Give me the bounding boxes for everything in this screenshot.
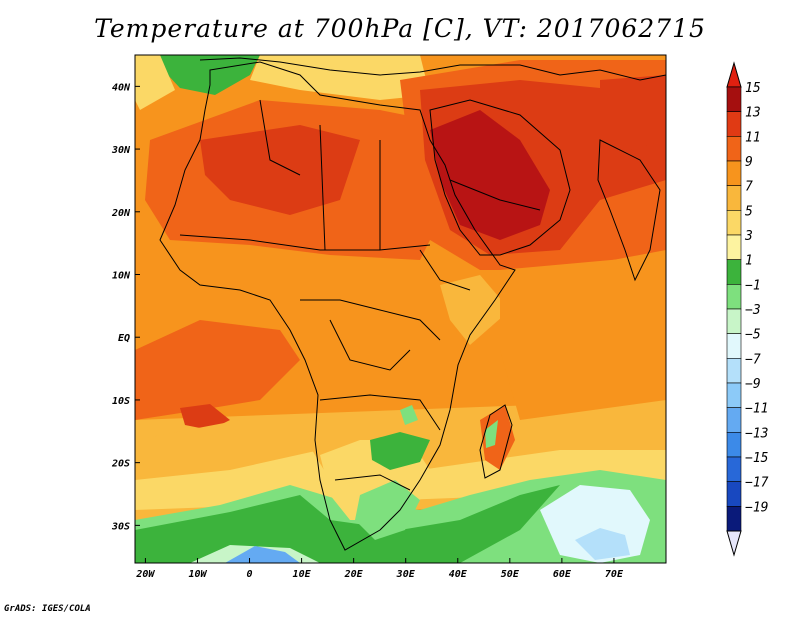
lat-tick-label-3: 10N <box>112 271 131 282</box>
lat-tick-label-1: 30N <box>111 145 131 156</box>
colorbar-label-3: 9 <box>745 155 753 170</box>
border-central <box>300 299 441 341</box>
colorbar-swatch-3 <box>726 160 742 186</box>
arabia-outline <box>429 99 571 256</box>
field-south-africa-green <box>355 480 420 540</box>
border-southern <box>319 394 441 431</box>
colorbar-swatch-0 <box>726 86 742 112</box>
colorbar-swatch-4 <box>726 185 742 211</box>
colorbar-swatch-16 <box>726 481 742 507</box>
axis-ticks: 20W 10W 0 10E 20E 30E 40E 50E 60E 70E 40N 30N 20N 10N… <box>111 82 624 580</box>
colorbar-label-6: 3 <box>744 229 753 244</box>
colorbar-swatch-8 <box>726 284 742 310</box>
field-cold-southwest-core <box>225 546 300 563</box>
field-north-pale <box>135 55 175 110</box>
colorbar-label-15: −15 <box>745 451 769 466</box>
field-east-africa <box>440 275 510 345</box>
colorbar-label-12: −9 <box>745 377 761 392</box>
colorbar-swatch-6 <box>726 234 742 260</box>
lat-tick-label-0: 40N <box>112 82 131 93</box>
field-southern-green-dark <box>135 485 560 563</box>
lat-tick-label-4: EQ <box>118 333 130 344</box>
field-west-band <box>135 320 300 420</box>
colorbar-label-8: −1 <box>745 278 761 293</box>
colorbar-swatch-11 <box>726 358 742 384</box>
field-northeast-hot <box>600 75 666 150</box>
lon-tick-label-2: 0 <box>247 569 253 580</box>
field-arabia-core <box>430 110 550 240</box>
border-south-africa <box>334 474 411 491</box>
colorbar-swatch-14 <box>726 432 742 458</box>
colorbar-swatch-15 <box>726 456 742 482</box>
border-north-africa <box>259 99 301 176</box>
colorbar-label-2: 11 <box>745 130 761 145</box>
temperature-field <box>135 55 666 563</box>
map-title: Temperature at 700hPa [C], VT: 201706271… <box>94 14 706 43</box>
field-south-atlantic <box>135 420 320 480</box>
field-mediterranean-pale <box>250 55 430 100</box>
border-congo <box>329 319 411 371</box>
field-malawi-green <box>400 405 418 425</box>
colorbar-swatch-13 <box>726 407 742 433</box>
madagascar-outline <box>479 404 513 479</box>
colorbar-bottom-arrow <box>726 530 742 557</box>
colorbar-label-11: −7 <box>745 352 761 367</box>
india-outline <box>597 139 661 282</box>
colorbar-label-7: 1 <box>745 254 753 269</box>
field-angola-patch <box>180 404 230 430</box>
field-sahara-hot <box>200 125 360 215</box>
africa-outline <box>159 61 516 551</box>
lon-tick-label-4: 20E <box>344 569 364 580</box>
lon-tick-label-8: 60E <box>553 569 572 580</box>
colorbar-swatch-7 <box>726 259 742 285</box>
lon-tick-label-6: 40E <box>449 569 468 580</box>
field-zimbabwe-green <box>370 432 430 470</box>
colorbar-swatch-2 <box>726 136 742 162</box>
colorbar: 15 13 11 9 7 5 3 1 −1 −3 −5 −7 −9 −11 −13 −15 −17 −19 <box>726 61 769 557</box>
colorbar-label-17: −19 <box>745 500 768 515</box>
lon-tick-label-5: 30E <box>396 569 416 580</box>
colorbar-label-14: −13 <box>745 426 768 441</box>
colorbar-label-1: 13 <box>745 106 761 121</box>
lat-tick-label-6: 20S <box>111 459 130 470</box>
colorbar-swatch-10 <box>726 333 742 359</box>
border-east <box>419 249 471 291</box>
lat-tick-label-7: 30S <box>111 521 130 532</box>
border-sahel <box>179 234 431 251</box>
lat-tick-label-5: 10S <box>112 396 130 407</box>
field-madagascar-green <box>485 420 498 448</box>
colorbar-label-10: −5 <box>745 328 761 343</box>
colorbar-label-5: 5 <box>745 204 753 219</box>
field-madagascar-warm <box>480 405 515 470</box>
field-cold-southeast-core <box>575 528 630 560</box>
colorbar-swatch-5 <box>726 210 742 236</box>
field-indian-ocean <box>500 255 666 420</box>
colorbar-swatch-17 <box>726 506 742 532</box>
colorbar-label-13: −11 <box>745 402 768 417</box>
colorbar-swatch-12 <box>726 382 742 408</box>
colorbar-label-4: 7 <box>745 180 753 195</box>
colorbar-swatch-9 <box>726 308 742 334</box>
europe-coast <box>199 57 667 81</box>
colorbar-label-0: 15 <box>745 81 761 96</box>
border-arabia <box>449 179 541 211</box>
lat-tick-label-2: 20N <box>111 208 131 219</box>
colorbar-label-9: −3 <box>745 303 761 318</box>
lon-tick-label-3: 10E <box>293 569 312 580</box>
lon-tick-label-0: 20W <box>135 569 155 580</box>
colorbar-swatch-1 <box>726 111 742 137</box>
coastlines <box>159 57 667 551</box>
border-vertical-1 <box>319 124 326 251</box>
plot-frame <box>134 54 667 564</box>
colorbar-top-arrow <box>726 61 742 88</box>
colorbar-label-16: −17 <box>745 476 769 491</box>
lon-tick-label-7: 50E <box>501 569 520 580</box>
lon-tick-label-1: 10W <box>188 569 207 580</box>
grads-credit: GrADS: IGES/COLA <box>4 604 91 614</box>
lon-tick-label-9: 70E <box>605 569 624 580</box>
